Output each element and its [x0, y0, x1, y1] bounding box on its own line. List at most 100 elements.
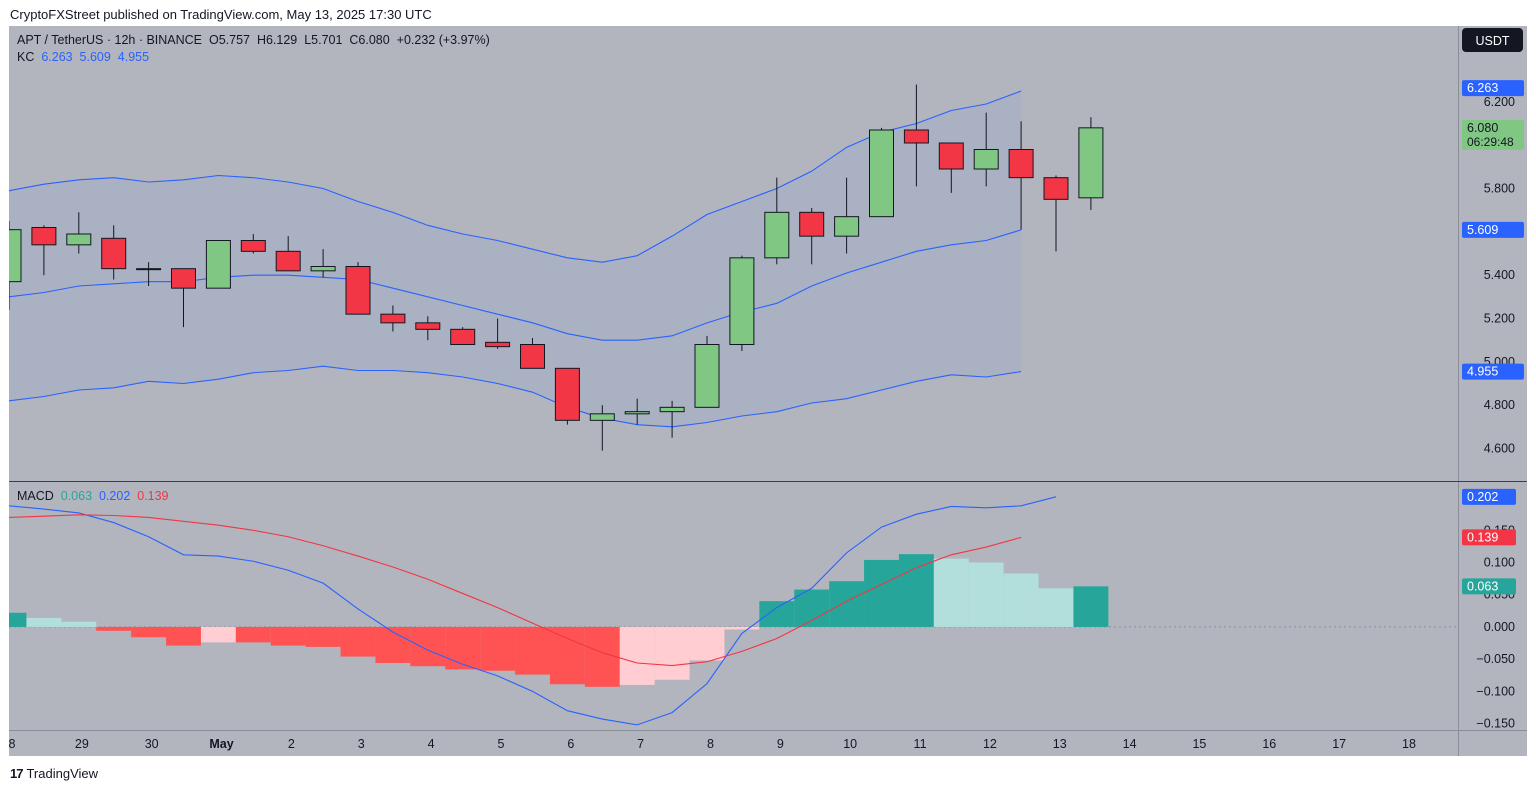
macd-histogram-bar: [480, 626, 516, 671]
macd-histogram-bar: [166, 626, 201, 646]
candle-body: [554, 367, 580, 421]
legend-change: +0.232 (+3.97%): [397, 33, 490, 47]
candle-body: [66, 233, 92, 246]
macd-value-tag: [1462, 578, 1516, 595]
candle-body: [345, 266, 371, 315]
chart-canvas[interactable]: 6.2006.0005.8005.4005.2005.0004.8004.600…: [0, 26, 1527, 756]
macd-value-label: 0.139: [1467, 530, 1498, 544]
macd-histogram-bar: [933, 558, 969, 627]
macd-histogram-bar: [515, 626, 550, 675]
price-tick-label: 5.200: [1484, 312, 1515, 326]
price-label-tag: [1462, 221, 1524, 238]
time-tick-label: 15: [1192, 737, 1206, 751]
keltner-lower-line: [8, 365, 1022, 428]
macd-histogram-bar: [445, 626, 481, 670]
candle-body: [485, 341, 511, 348]
candle-body: [869, 129, 894, 218]
price-tick-label: 4.800: [1484, 398, 1515, 412]
macd-legend: MACD 0.063 0.202 0.139: [17, 489, 169, 503]
macd-tick-label: −0.050: [1476, 652, 1515, 666]
candle-body: [1078, 127, 1104, 199]
trading-chart[interactable]: 6.2006.0005.8005.4005.2005.0004.8004.600…: [0, 26, 1527, 756]
currency-button-label: USDT: [1475, 34, 1509, 48]
candle-body: [659, 406, 685, 413]
price-legend: APT / TetherUS · 12h · BINANCE O5.757 H6…: [17, 33, 490, 47]
candle-body: [799, 211, 825, 237]
time-tick-label: 4: [428, 737, 435, 751]
tradingview-brand[interactable]: TradingView: [26, 766, 99, 781]
macd-signal-line: [8, 514, 1022, 667]
legend-title: APT / TetherUS · 12h · BINANCE: [17, 33, 209, 47]
macd-tick-label: 0.100: [1484, 556, 1515, 570]
macd-legend-hist: 0.063: [61, 489, 99, 503]
candle-body: [136, 268, 162, 271]
macd-histogram-bar: [759, 601, 795, 627]
candle-body: [764, 211, 790, 259]
candle-body: [624, 411, 650, 415]
candle-body: [240, 240, 266, 252]
tradingview-logo-icon: 17: [10, 766, 24, 781]
legend-low: 5.701: [311, 33, 349, 47]
candle-body: [275, 250, 301, 272]
macd-histogram-bar: [340, 626, 376, 657]
candle-body: [834, 216, 860, 237]
candle-body: [589, 413, 615, 421]
kc-lower-value: 4.955: [118, 50, 149, 64]
legend-low-label: L: [304, 33, 311, 47]
macd-histogram-bar: [131, 626, 167, 638]
macd-histogram-bar: [410, 626, 446, 667]
macd-tick-label: −0.150: [1476, 717, 1515, 731]
time-tick-label: 7: [637, 737, 644, 751]
macd-histogram-bar: [549, 626, 585, 685]
price-label-tag: [1462, 80, 1524, 97]
macd-value-tag: [1462, 529, 1516, 546]
candle-body: [973, 149, 999, 170]
macd-legend-signal: 0.139: [137, 489, 168, 503]
candle-body: [520, 344, 545, 369]
macd-tick-label: −0.100: [1476, 684, 1515, 698]
price-tick-label: 5.800: [1484, 182, 1515, 196]
currency-button[interactable]: [1462, 28, 1523, 52]
macd-tick-label: 0.000: [1484, 620, 1515, 634]
keltner-upper-line: [8, 90, 1022, 263]
time-tick-label: 5: [497, 737, 504, 751]
time-tick-label: 3: [358, 737, 365, 751]
macd-histogram-bar: [235, 626, 271, 643]
countdown-label: 06:29:48: [1467, 135, 1514, 149]
kc-upper-value: 6.263: [41, 50, 79, 64]
candle-body: [938, 142, 964, 170]
macd-histogram-bar: [584, 626, 620, 687]
price-tick-label: 6.200: [1484, 95, 1515, 109]
kc-middle-value: 5.609: [80, 50, 118, 64]
candle-body: [450, 328, 476, 346]
publish-header: CryptoFXStreet published on TradingView.…: [10, 7, 432, 22]
macd-histogram-bar: [1038, 588, 1074, 627]
time-tick-label: 12: [983, 737, 997, 751]
price-label-value: 5.609: [1467, 223, 1498, 237]
price-label-value: 4.955: [1467, 365, 1498, 379]
legend-high: 6.129: [266, 33, 304, 47]
time-tick-label: 30: [145, 737, 159, 751]
candle-body: [310, 266, 336, 272]
time-tick-label: 10: [843, 737, 857, 751]
macd-histogram-bar: [61, 621, 97, 627]
price-label-tag: [1462, 363, 1524, 380]
macd-histogram-bar: [724, 626, 760, 630]
macd-histogram-bar: [1003, 573, 1039, 627]
macd-histogram-bar: [619, 626, 655, 685]
candle-body: [694, 344, 720, 408]
macd-histogram-bar: [26, 617, 62, 627]
macd-legend-macd: 0.202: [99, 489, 137, 503]
time-tick-label: 16: [1262, 737, 1276, 751]
time-tick-label: 8: [707, 737, 714, 751]
candle-body: [903, 129, 929, 144]
candle-body: [1008, 149, 1034, 179]
time-tick-label: 13: [1053, 737, 1067, 751]
time-tick-label: 2: [288, 737, 295, 751]
price-label-value: 6.263: [1467, 81, 1498, 95]
macd-histogram-bar: [200, 626, 236, 643]
legend-open: 5.757: [219, 33, 257, 47]
time-tick-label: 18: [1402, 737, 1416, 751]
kc-label: KC: [17, 50, 41, 64]
time-tick-label: 17: [1332, 737, 1346, 751]
